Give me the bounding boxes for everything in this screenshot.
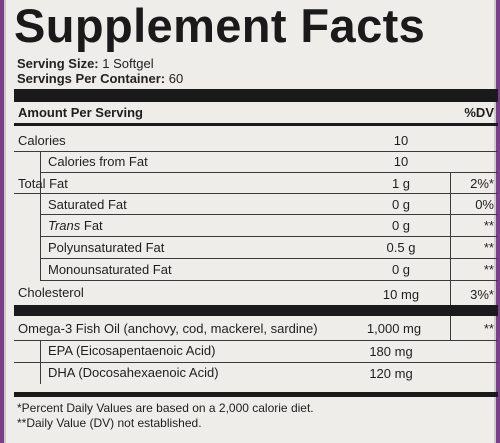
row-rule — [40, 214, 498, 215]
supplement-facts-label: Supplement Facts Serving Size: 1 Softgel… — [4, 0, 498, 443]
row-rule — [14, 340, 498, 341]
nutrient-name-saturated-fat: Saturated Fat — [48, 197, 127, 212]
nutrient-amount: 0.5 g — [386, 240, 416, 255]
serving-size: Serving Size: 1 Softgel — [17, 56, 154, 71]
footnote-percent-dv: *Percent Daily Values are based on a 2,0… — [17, 401, 314, 415]
nutrient-name-total-fat: Total Fat — [18, 176, 68, 191]
nutrient-amount: 1,000 mg — [366, 321, 422, 336]
amount-per-serving-heading: Amount Per Serving — [18, 105, 143, 120]
serving-size-label: Serving Size: — [17, 56, 99, 71]
row-rule — [14, 193, 498, 194]
nutrient-amount: 0 g — [391, 218, 411, 233]
nutrient-dv: ** — [483, 240, 494, 255]
nutrient-name-monounsaturated-fat: Monounsaturated Fat — [48, 262, 172, 277]
servings-per-container-label: Servings Per Container: — [17, 71, 166, 86]
nutrient-name-polyunsaturated-fat: Polyunsaturated Fat — [48, 240, 165, 255]
nutrient-name-epa: EPA (Eicosapentaenoic Acid) — [48, 343, 216, 358]
row-rule — [14, 362, 498, 363]
nutrient-dv: ** — [483, 321, 494, 336]
nutrient-amount: 120 mg — [369, 366, 413, 381]
nutrient-name-trans-fat: Trans Fat — [48, 218, 103, 233]
nutrient-name-calories: Calories — [18, 133, 66, 148]
serving-size-value: 1 Softgel — [102, 56, 154, 71]
row-rule — [40, 258, 498, 259]
nutrient-name-omega-3-fish-oil: Omega-3 Fish Oil (anchovy, cod, mackerel… — [18, 321, 318, 336]
footnote-dv-not-established: **Daily Value (DV) not established. — [17, 416, 202, 430]
thick-divider-middle — [14, 305, 498, 316]
nutrient-name-cholesterol: Cholesterol — [18, 285, 84, 300]
servings-per-container-value: 60 — [168, 71, 184, 86]
servings-per-container: Servings Per Container: 60 — [17, 71, 183, 86]
nutrient-name-dha: DHA (Docosahexaenoic Acid) — [48, 365, 219, 380]
row-rule — [40, 236, 498, 237]
label-title: Supplement Facts — [14, 0, 426, 52]
indent-separator — [40, 340, 41, 384]
dv-column-separator — [450, 172, 451, 305]
nutrient-dv: 2%* — [470, 176, 494, 191]
nutrient-amount: 10 — [393, 133, 409, 148]
nutrient-amount: 180 mg — [369, 344, 413, 359]
nutrient-dv: 0% — [475, 197, 494, 212]
row-rule — [14, 151, 498, 152]
thick-divider-bottom — [14, 392, 498, 397]
header-divider — [14, 123, 498, 126]
row-rule — [40, 280, 498, 281]
dv-heading: %DV — [464, 105, 494, 120]
thick-divider-top — [14, 89, 498, 102]
indent-separator — [40, 151, 41, 280]
row-rule — [40, 172, 498, 173]
nutrient-amount: 0 g — [391, 262, 411, 277]
nutrient-dv: 3%* — [470, 287, 494, 302]
nutrient-dv: ** — [483, 218, 494, 233]
dv-column-separator — [450, 316, 451, 340]
nutrient-amount: 10 — [393, 154, 409, 169]
nutrient-dv: ** — [483, 262, 494, 277]
nutrient-amount: 10 mg — [382, 287, 420, 302]
nutrient-amount: 1 g — [391, 176, 411, 191]
nutrient-amount: 0 g — [391, 197, 411, 212]
nutrient-name-calories-from-fat: Calories from Fat — [48, 154, 148, 169]
